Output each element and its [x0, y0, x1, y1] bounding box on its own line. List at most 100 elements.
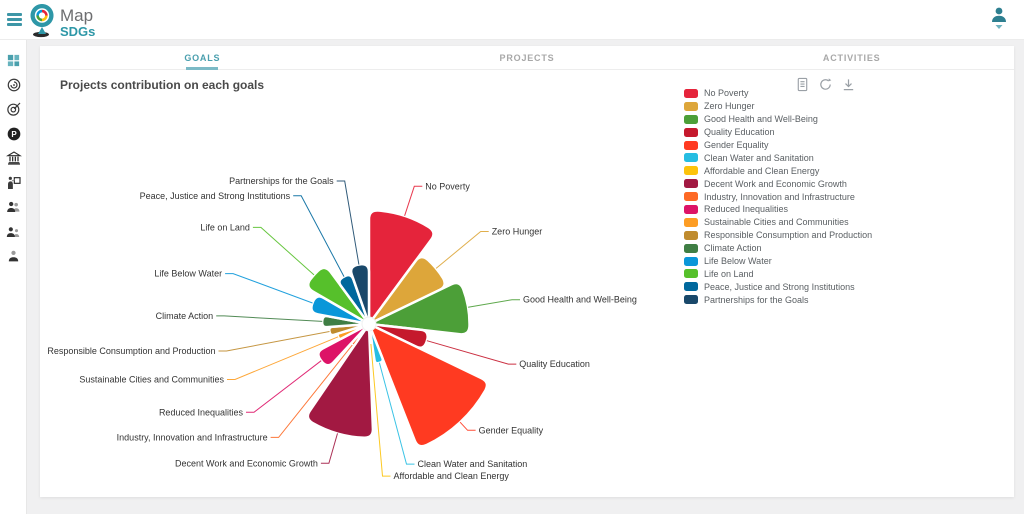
legend-item-responsible-consumption-and-production[interactable]: Responsible Consumption and Production — [684, 229, 872, 242]
legend-swatch — [684, 101, 698, 111]
petal-label: Clean Water and Sanitation — [418, 459, 528, 469]
legend-swatch — [684, 153, 698, 163]
legend-item-no-poverty[interactable]: No Poverty — [684, 87, 872, 100]
tab-projects[interactable]: PROJECTS — [499, 52, 555, 63]
svg-text:P: P — [11, 130, 17, 139]
label-line — [216, 315, 323, 322]
petal-label: Life on Land — [200, 222, 250, 232]
legend-item-peace-justice-and-strong-institutions[interactable]: Peace, Justice and Strong Institutions — [684, 280, 872, 293]
petal-good-health-and-well-being[interactable] — [370, 281, 471, 336]
data-view-icon[interactable] — [795, 77, 810, 92]
legend-label: Life Below Water — [704, 256, 772, 267]
legend-item-life-below-water[interactable]: Life Below Water — [684, 255, 872, 268]
petal-label: Industry, Innovation and Infrastructure — [117, 432, 268, 442]
legend-item-clean-water-and-sanitation[interactable]: Clean Water and Sanitation — [684, 151, 872, 164]
legend-label: Industry, Innovation and Infrastructure — [704, 191, 855, 202]
legend-item-quality-education[interactable]: Quality Education — [684, 126, 872, 139]
app-logo[interactable]: Map SDGs — [28, 2, 95, 38]
sidebar-item-activities[interactable] — [0, 171, 27, 196]
tab-activities[interactable]: ACTIVITIES — [822, 52, 881, 63]
petal-label: Partnerships for the Goals — [229, 176, 334, 186]
label-line — [227, 336, 339, 380]
chart-center-dot — [361, 316, 377, 332]
legend-item-climate-action[interactable]: Climate Action — [684, 242, 872, 255]
legend-swatch — [684, 114, 698, 124]
legend-item-affordable-and-clean-energy[interactable]: Affordable and Clean Energy — [684, 164, 872, 177]
legend-item-gender-equality[interactable]: Gender Equality — [684, 139, 872, 152]
user-avatar-icon — [992, 7, 1006, 29]
petal-partnerships-for-the-goals[interactable] — [349, 262, 371, 323]
legend-label: Decent Work and Economic Growth — [704, 178, 847, 189]
legend-swatch — [684, 269, 698, 279]
legend-item-partnerships-for-the-goals[interactable]: Partnerships for the Goals — [684, 293, 872, 306]
top-bar: Map SDGs — [0, 0, 1024, 40]
petal-label: Gender Equality — [479, 425, 544, 435]
legend-label: Peace, Justice and Strong Institutions — [704, 281, 855, 292]
legend-label: No Poverty — [704, 88, 749, 99]
chevron-down-icon — [995, 25, 1003, 29]
tab-goals[interactable]: GOALS — [40, 46, 365, 70]
legend-label: Responsible Consumption and Production — [704, 230, 873, 241]
label-line — [218, 331, 330, 352]
single-user-icon — [8, 251, 19, 262]
petal-label: Climate Action — [156, 311, 214, 321]
legend-label: Quality Education — [704, 127, 775, 138]
sidebar-item-goals[interactable] — [0, 73, 27, 98]
petal-label: Sustainable Cities and Communities — [79, 375, 224, 385]
label-line — [320, 433, 338, 464]
petal-label: Responsible Consumption and Production — [47, 346, 215, 356]
legend-swatch — [684, 243, 698, 253]
sidebar-item-targets[interactable] — [0, 97, 27, 122]
menu-icon[interactable] — [7, 13, 22, 26]
user-pair-icon — [6, 227, 20, 237]
sidebar-item-projects[interactable]: P — [0, 122, 27, 147]
label-line — [336, 180, 360, 265]
legend-label: Life on Land — [704, 268, 754, 279]
legend-item-reduced-inequalities[interactable]: Reduced Inequalities — [684, 203, 872, 216]
p-circle-icon: P — [7, 127, 20, 141]
sidebar-item-user-accounts[interactable] — [0, 220, 27, 245]
content-card: GOALS PROJECTS ACTIVITIES Projects contr… — [40, 46, 1014, 497]
petal-label: Zero Hunger — [492, 227, 543, 237]
legend-item-life-on-land[interactable]: Life on Land — [684, 267, 872, 280]
legend-item-sustainable-cities-and-communities[interactable]: Sustainable Cities and Communities — [684, 216, 872, 229]
label-line — [404, 185, 423, 216]
legend-label: Partnerships for the Goals — [704, 294, 809, 305]
legend-swatch — [684, 179, 698, 189]
petal-label: Life Below Water — [154, 269, 222, 279]
label-line — [293, 195, 345, 277]
legend-swatch — [684, 88, 698, 98]
legend-item-good-health-and-well-being[interactable]: Good Health and Well-Being — [684, 113, 872, 126]
petal-no-poverty[interactable] — [367, 209, 435, 323]
petal-gender-equality[interactable] — [368, 324, 489, 448]
legend-item-decent-work-and-economic-growth[interactable]: Decent Work and Economic Growth — [684, 177, 872, 190]
legend-label: Gender Equality — [704, 140, 769, 150]
petal-decent-work-and-economic-growth[interactable] — [306, 325, 375, 440]
rose-chart: No Poverty Zero Hunger Good Health and Wel… — [47, 176, 637, 481]
sidebar-item-institutions[interactable] — [0, 146, 27, 171]
label-line — [459, 421, 476, 431]
user-menu[interactable] — [988, 6, 1010, 34]
legend-swatch — [684, 127, 698, 137]
petal-label: Peace, Justice and Strong Institutions — [140, 191, 291, 201]
label-line — [252, 226, 315, 276]
restore-icon[interactable] — [818, 77, 833, 92]
legend-item-zero-hunger[interactable]: Zero Hunger — [684, 100, 872, 113]
sidebar-item-dashboard[interactable] — [0, 48, 27, 73]
download-icon[interactable] — [841, 77, 856, 92]
sidebar-item-profile[interactable] — [0, 244, 27, 269]
sidebar-item-user-groups[interactable] — [0, 195, 27, 220]
label-line — [468, 299, 520, 308]
logo-text-sdgs: SDGs — [60, 24, 96, 39]
legend-swatch — [684, 217, 698, 227]
legend-item-industry-innovation-and-infrastructure[interactable]: Industry, Innovation and Infrastructure — [684, 190, 872, 203]
tab-bar: GOALS PROJECTS ACTIVITIES — [40, 46, 1014, 70]
legend-swatch — [684, 204, 698, 214]
legend-label: Affordable and Clean Energy — [704, 165, 820, 176]
petal-life-on-land[interactable] — [306, 266, 369, 324]
legend-swatch — [684, 192, 698, 202]
legend-label: Zero Hunger — [704, 101, 755, 112]
petal-reduced-inequalities[interactable] — [317, 324, 369, 367]
legend-label: Good Health and Well-Being — [704, 114, 818, 125]
label-line — [426, 340, 517, 365]
